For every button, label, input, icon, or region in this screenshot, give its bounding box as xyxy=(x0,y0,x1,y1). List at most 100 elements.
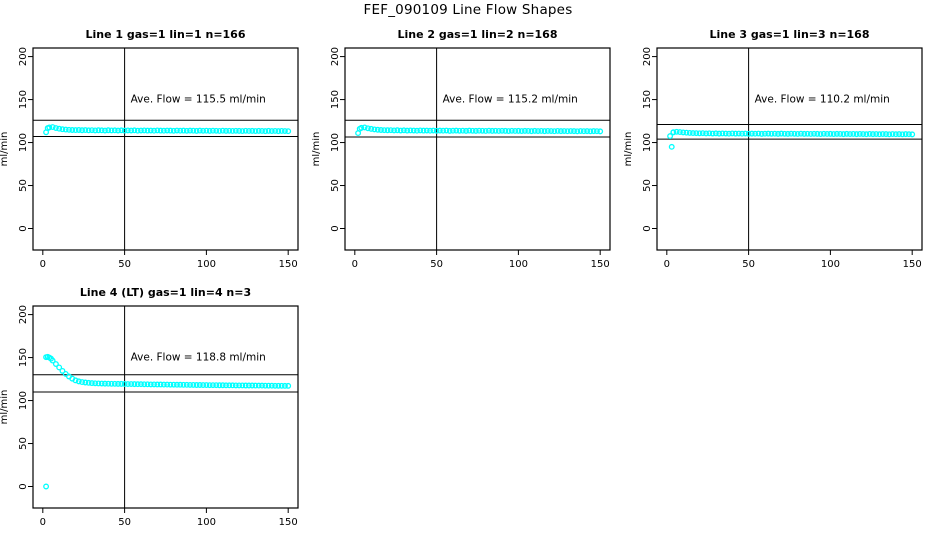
data-point xyxy=(597,128,604,135)
data-point xyxy=(232,382,239,389)
data-point xyxy=(59,126,66,133)
data-point xyxy=(902,131,909,138)
data-point xyxy=(693,130,700,137)
data-point xyxy=(827,130,834,137)
x-tick-label: 0 xyxy=(352,259,358,270)
data-point xyxy=(811,130,817,137)
data-point xyxy=(794,131,801,137)
data-point xyxy=(676,129,683,136)
data-point xyxy=(278,127,285,134)
data-point xyxy=(518,128,525,134)
data-point xyxy=(193,127,200,134)
data-point xyxy=(531,127,538,134)
data-point xyxy=(180,127,187,134)
data-point xyxy=(840,131,847,138)
data-point xyxy=(404,127,411,134)
y-tick-label: 0 xyxy=(642,225,653,231)
x-tick-label: 150 xyxy=(903,259,922,270)
data-point xyxy=(843,130,850,137)
data-point xyxy=(905,131,912,138)
data-point xyxy=(873,131,880,137)
data-point xyxy=(788,130,795,137)
data-point xyxy=(265,127,272,134)
data-point xyxy=(72,127,79,134)
data-point xyxy=(541,128,548,135)
data-point xyxy=(712,130,719,137)
data-point xyxy=(863,131,870,138)
data-point xyxy=(88,380,95,387)
data-point xyxy=(801,130,808,137)
data-point xyxy=(56,364,63,371)
data-point xyxy=(703,130,710,137)
data-point xyxy=(183,381,190,388)
data-point xyxy=(141,127,148,134)
data-point xyxy=(268,382,275,389)
y-axis-label: ml/min xyxy=(0,132,10,167)
data-point xyxy=(374,126,381,133)
y-tick-label: 0 xyxy=(18,483,29,489)
data-point xyxy=(557,128,564,135)
data-point xyxy=(118,127,125,134)
data-point xyxy=(262,128,269,135)
y-tick-label: 150 xyxy=(642,90,653,109)
data-point xyxy=(72,377,79,384)
x-tick-label: 100 xyxy=(821,259,840,270)
data-point xyxy=(115,127,122,134)
data-point xyxy=(837,131,844,137)
data-point xyxy=(778,130,785,137)
data-point xyxy=(443,127,450,134)
data-point xyxy=(245,127,252,134)
data-point xyxy=(791,130,798,137)
data-point xyxy=(482,127,489,134)
data-point xyxy=(696,130,703,137)
data-point xyxy=(102,380,108,387)
data-point xyxy=(739,130,746,137)
ave-flow-annotation: Ave. Flow = 115.5 ml/min xyxy=(131,94,266,106)
data-point xyxy=(203,382,210,389)
data-point xyxy=(668,143,675,150)
data-point xyxy=(187,381,193,388)
line1-flow-plot: Line 1 gas=1 lin=1 n=166 0 50 100 150 0 50 100 1… xyxy=(0,28,299,270)
data-point xyxy=(200,382,207,389)
data-point xyxy=(686,129,693,136)
x-tick-label: 100 xyxy=(197,517,216,528)
data-point xyxy=(229,382,236,389)
y-tick-label: 100 xyxy=(330,133,341,152)
data-point xyxy=(748,130,755,137)
data-point xyxy=(732,130,739,137)
data-point xyxy=(909,131,916,138)
data-point xyxy=(535,128,541,134)
data-point xyxy=(680,129,687,136)
y-axis-label: ml/min xyxy=(312,132,322,167)
data-point xyxy=(265,382,272,389)
data-point xyxy=(236,382,243,389)
data-point xyxy=(479,127,486,134)
data-point xyxy=(564,128,571,135)
data-point xyxy=(726,130,732,137)
y-tick-label: 0 xyxy=(330,225,341,231)
data-point xyxy=(847,131,853,137)
data-point xyxy=(502,127,509,134)
data-series xyxy=(43,124,292,136)
data-point xyxy=(79,127,86,134)
panel-line3: Line 3 gas=1 lin=3 n=168 0 50 100 150 0 50 100 1… xyxy=(623,24,936,282)
data-point xyxy=(456,127,463,134)
x-tick-label: 150 xyxy=(279,259,298,270)
data-point xyxy=(151,127,157,134)
plot-frame xyxy=(32,305,299,509)
data-point xyxy=(459,127,466,134)
data-point xyxy=(410,127,417,134)
data-point xyxy=(147,127,154,134)
data-point xyxy=(43,483,50,490)
panel-line4: Line 4 (LT) gas=1 lin=4 n=3 0 50 100 150 0 50 1… xyxy=(0,282,312,540)
data-point xyxy=(164,381,171,388)
data-point xyxy=(144,381,151,388)
data-point xyxy=(414,127,420,134)
data-point xyxy=(505,128,512,134)
data-point xyxy=(453,127,460,134)
data-point xyxy=(670,129,677,136)
data-point xyxy=(281,382,288,389)
data-point xyxy=(226,382,233,389)
data-point xyxy=(219,382,226,389)
data-point xyxy=(203,127,210,134)
